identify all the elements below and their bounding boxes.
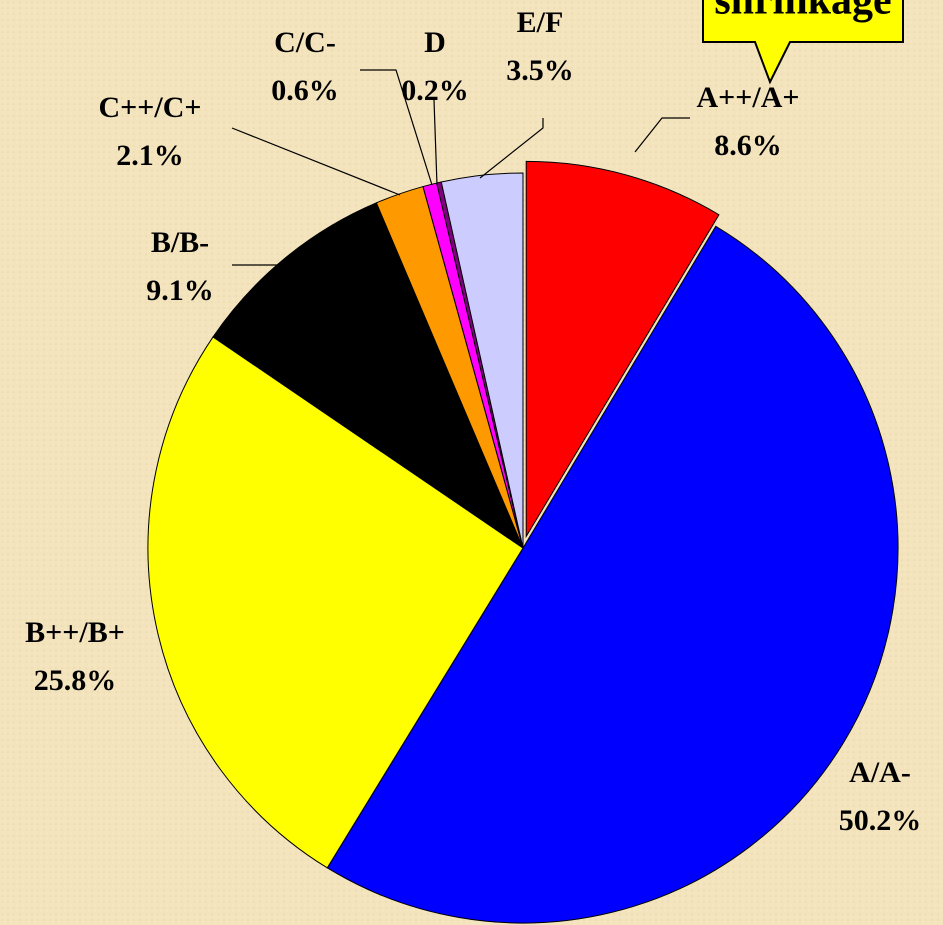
slice-label: E/F xyxy=(517,6,564,39)
slice-label: C++/C+ xyxy=(99,91,202,124)
pie-slice xyxy=(440,172,524,549)
leader-line xyxy=(433,99,438,186)
pie-slice xyxy=(147,336,524,869)
callout: shrinkage xyxy=(702,0,904,85)
slice-value-label: 8.6% xyxy=(714,129,782,162)
leader-line xyxy=(360,69,433,186)
slice-label: D xyxy=(424,26,446,59)
slice-label: A/A- xyxy=(849,756,911,789)
slice-value-label: 3.5% xyxy=(506,54,574,87)
leader-line xyxy=(231,127,401,196)
slice-value-label: 50.2% xyxy=(839,804,922,837)
slice-label: B/B- xyxy=(151,226,209,259)
slice-value-label: 25.8% xyxy=(34,664,117,697)
leader-line xyxy=(479,118,544,179)
pie-slice xyxy=(326,225,899,924)
slice-value-label: 9.1% xyxy=(146,274,214,307)
pie-slice xyxy=(212,202,525,550)
leader-line xyxy=(634,117,690,153)
slice-label: A++/A+ xyxy=(697,81,800,114)
slice-label: B++/B+ xyxy=(25,616,125,649)
slice-label: C/C- xyxy=(274,26,336,59)
slice-value-label: 0.2% xyxy=(401,74,469,107)
callout-text: shrinkage xyxy=(714,0,891,24)
pie-slice xyxy=(525,160,720,539)
slice-value-label: 0.6% xyxy=(271,74,339,107)
slice-value-label: 2.1% xyxy=(116,139,184,172)
